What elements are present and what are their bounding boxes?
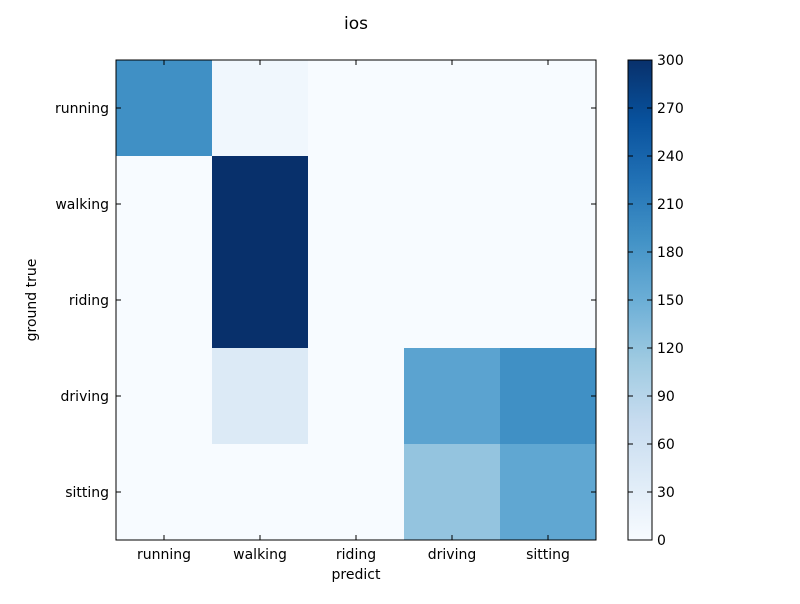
heatmap-cell xyxy=(404,348,501,445)
colorbar-tick-label: 300 xyxy=(657,53,684,69)
colorbar-tick-label: 120 xyxy=(657,341,684,357)
heatmap-cell xyxy=(404,60,501,157)
heatmap-cell xyxy=(212,252,309,349)
heatmap-cell xyxy=(308,444,405,541)
x-axis-label: predict xyxy=(332,567,381,583)
colorbar-tick-label: 30 xyxy=(657,485,675,501)
heatmap-cell xyxy=(404,252,501,349)
heatmap-cell xyxy=(308,348,405,445)
y-tick-label: sitting xyxy=(65,485,109,501)
heatmap-cell xyxy=(404,156,501,253)
x-tick-label: running xyxy=(137,547,191,563)
heatmap-cell xyxy=(116,60,213,157)
y-tick-label: walking xyxy=(55,197,109,213)
heatmap-cell xyxy=(500,60,597,157)
heatmap-cells xyxy=(116,60,597,541)
heatmap-cell xyxy=(116,348,213,445)
x-tick-label: walking xyxy=(233,547,287,563)
colorbar-tick-label: 180 xyxy=(657,245,684,261)
heatmap-cell xyxy=(500,348,597,445)
heatmap-cell xyxy=(308,156,405,253)
colorbar-tick-label: 150 xyxy=(657,293,684,309)
y-axis-label: ground true xyxy=(24,259,40,342)
heatmap-cell xyxy=(500,252,597,349)
heatmap-cell xyxy=(212,444,309,541)
colorbar-tick-label: 210 xyxy=(657,197,684,213)
heatmap-cell xyxy=(404,444,501,541)
colorbar-tick-label: 0 xyxy=(657,533,666,549)
heatmap-cell xyxy=(116,252,213,349)
y-tick-label: driving xyxy=(61,389,109,405)
heatmap-cell xyxy=(212,60,309,157)
x-tick-label: sitting xyxy=(526,547,570,563)
chart-title: ios xyxy=(344,14,368,34)
heatmap-cell xyxy=(308,252,405,349)
heatmap-cell xyxy=(500,156,597,253)
colorbar-tick-label: 60 xyxy=(657,437,675,453)
heatmap-cell xyxy=(212,348,309,445)
x-axis: running walking riding driving sitting xyxy=(137,60,570,563)
heatmap-cell xyxy=(116,156,213,253)
colorbar-tick-label: 240 xyxy=(657,149,684,165)
x-tick-label: driving xyxy=(428,547,476,563)
heatmap-cell xyxy=(116,444,213,541)
x-tick-label: riding xyxy=(336,547,376,563)
y-tick-label: running xyxy=(55,101,109,117)
heatmap-cell xyxy=(308,60,405,157)
colorbar-tick-label: 270 xyxy=(657,101,684,117)
colorbar-tick-label: 90 xyxy=(657,389,675,405)
heatmap-cell xyxy=(212,156,309,253)
colorbar-ticks: 0 30 60 90 120 150 180 210 240 270 300 xyxy=(628,53,684,549)
y-axis: running walking riding driving sitting xyxy=(55,101,596,501)
heatmap-cell xyxy=(500,444,597,541)
y-tick-label: riding xyxy=(69,293,109,309)
